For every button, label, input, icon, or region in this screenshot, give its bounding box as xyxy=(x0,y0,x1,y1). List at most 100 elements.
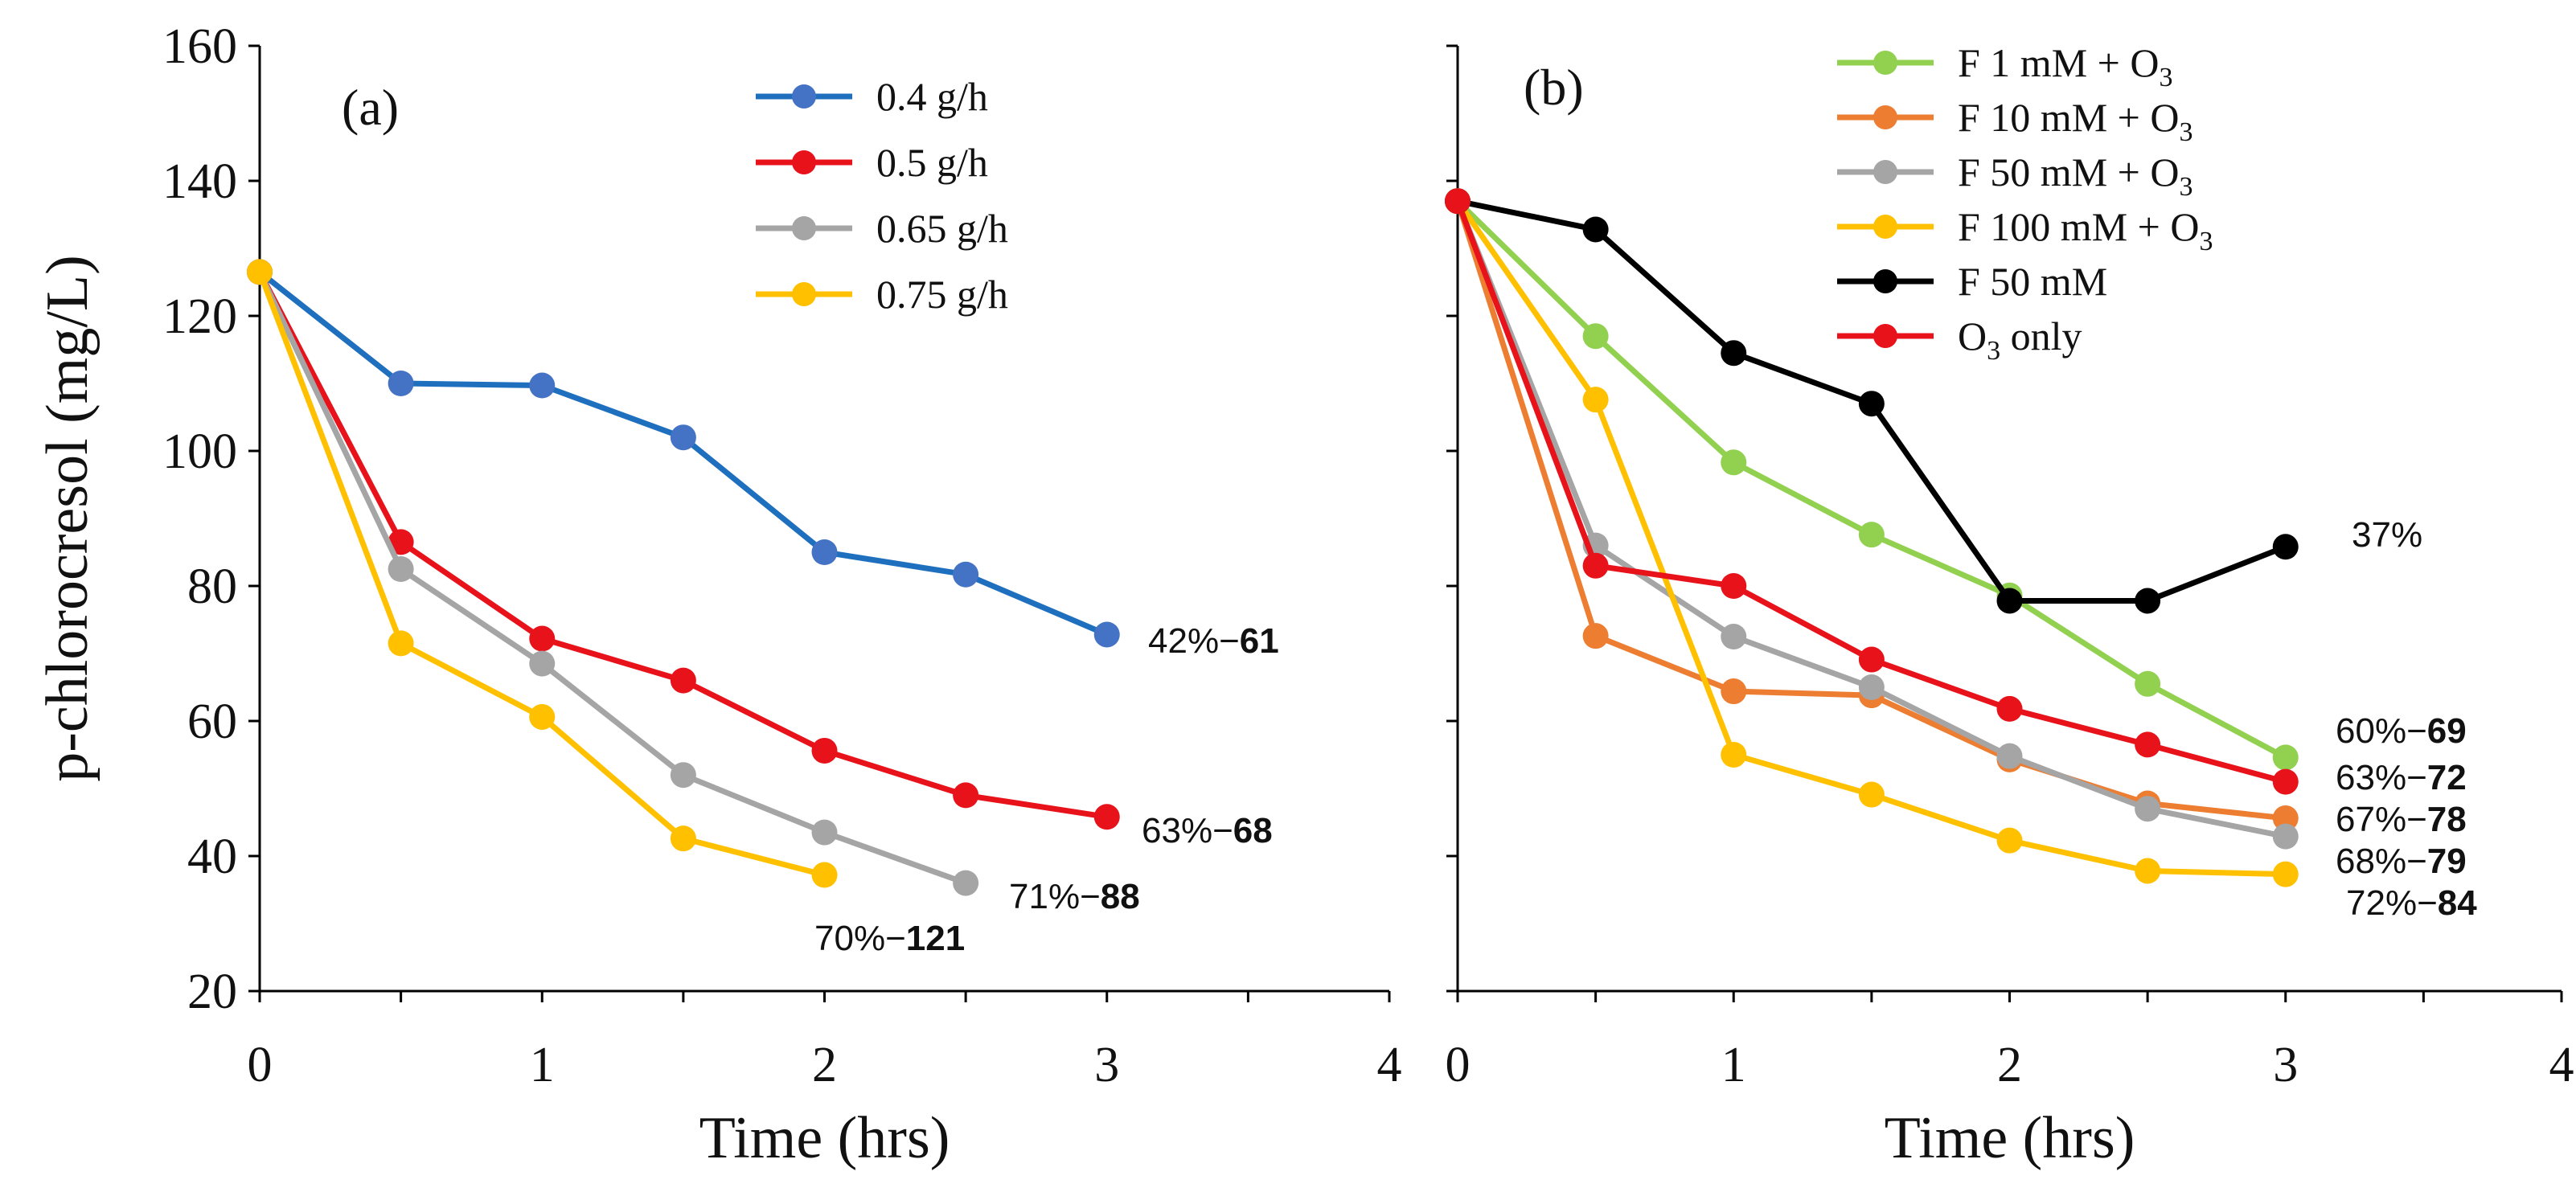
data-point xyxy=(247,259,273,285)
series-end-label: 68%−79 xyxy=(2336,842,2467,881)
end-label-percent: 72% xyxy=(2346,883,2417,923)
end-label-value: 121 xyxy=(906,919,965,958)
data-point xyxy=(2135,670,2161,697)
legend-swatch-marker xyxy=(1873,105,1897,129)
end-label-percent: 63% xyxy=(2336,758,2406,797)
end-label-percent: 70% xyxy=(814,919,885,958)
data-point xyxy=(529,372,556,399)
x-axis-title: Time (hrs) xyxy=(699,1105,950,1171)
data-point xyxy=(1996,588,2023,614)
data-point xyxy=(1721,678,1747,705)
legend-entry-name: F 50 mM xyxy=(1958,259,2107,304)
end-label-percent: 71% xyxy=(1009,877,1080,916)
data-point xyxy=(2272,534,2299,560)
series-end-label: 63%−72 xyxy=(2336,758,2467,797)
data-point xyxy=(2272,861,2299,887)
data-point xyxy=(1721,742,1747,768)
y-axis-title: p-chlorocresol (mg/L) xyxy=(35,255,100,782)
data-point xyxy=(670,424,696,451)
legend-entry-name: O xyxy=(1958,313,1987,358)
data-point xyxy=(953,782,979,809)
y-tick-label: 20 xyxy=(187,965,237,1019)
data-point xyxy=(811,737,838,764)
data-point xyxy=(811,539,838,565)
data-point xyxy=(811,862,838,888)
data-point xyxy=(2272,744,2299,771)
x-axis-title: Time (hrs) xyxy=(1885,1105,2135,1171)
data-point xyxy=(1996,743,2023,769)
series-end-label: 70%−121 xyxy=(814,919,965,958)
data-point xyxy=(1858,391,1885,417)
data-point xyxy=(1093,804,1120,830)
legend-entry-name: F 1 mM + O xyxy=(1958,40,2159,85)
end-label-percent: 37% xyxy=(2352,515,2422,555)
legend-entry: F 50 mM + O3 xyxy=(1958,150,2192,202)
legend-entry-name: F 50 mM + O xyxy=(1958,150,2179,195)
end-label-separator: − xyxy=(1219,621,1240,661)
data-point xyxy=(2272,823,2299,850)
series-o xyxy=(1445,188,2299,795)
series-f-50-mm xyxy=(1445,188,2299,614)
data-point xyxy=(388,630,414,657)
end-label-value: 79 xyxy=(2427,842,2467,881)
legend-swatch-marker xyxy=(1873,160,1897,184)
data-point xyxy=(2272,805,2299,831)
legend-entry: F 50 mM xyxy=(1958,259,2107,304)
legend-entry-subscript: 3 xyxy=(2179,172,2192,202)
data-point xyxy=(1582,623,1609,649)
legend-entry: 0.5 g/h xyxy=(876,140,988,185)
legend-entry: F 10 mM + O3 xyxy=(1958,95,2192,147)
legend-entry-subscript: 3 xyxy=(2159,63,2172,92)
series-0-5-g-h xyxy=(247,259,1120,830)
end-label-separator: − xyxy=(2406,711,2427,751)
data-point xyxy=(1582,323,1609,350)
legend-entry-subscript: 3 xyxy=(2199,227,2213,256)
chart-panel-a: 20 40 60 80 100 120 140 160 0 1 2 3 4 Time (hrs) p-chl… xyxy=(35,19,1402,1171)
legend-entry: 0.75 g/h xyxy=(876,272,1008,317)
legend-entry-name: F 100 mM + O xyxy=(1958,204,2199,249)
end-label-value: 61 xyxy=(1240,621,1279,661)
data-point xyxy=(953,870,979,896)
data-point xyxy=(1858,646,1885,673)
end-label-value: 69 xyxy=(2427,711,2467,751)
data-point xyxy=(670,825,696,852)
x-tick-label: 1 xyxy=(1721,1038,1746,1092)
data-point xyxy=(1721,340,1747,367)
y-tick-label: 120 xyxy=(162,289,237,344)
data-point xyxy=(2135,731,2161,758)
x-tick-label: 4 xyxy=(1377,1038,1402,1092)
y-tick-label: 40 xyxy=(187,830,237,884)
legend-entry: F 1 mM + O3 xyxy=(1958,40,2172,92)
data-point xyxy=(1858,674,1885,700)
end-label-value: 72 xyxy=(2427,758,2467,797)
legend-entry: O3 only xyxy=(1958,313,2082,366)
data-point xyxy=(529,625,556,652)
end-label-percent: 42% xyxy=(1148,621,1219,661)
y-tick-label: 160 xyxy=(162,19,237,74)
data-point xyxy=(388,371,414,396)
data-point xyxy=(1996,827,2023,854)
data-point xyxy=(1996,695,2023,722)
x-tick-label: 1 xyxy=(530,1038,555,1092)
legend-entry: 0.65 g/h xyxy=(876,206,1008,251)
legend-swatch-marker xyxy=(1873,215,1897,239)
series-line xyxy=(1454,199,2287,840)
series-end-label: 71%−88 xyxy=(1009,877,1140,916)
data-point xyxy=(1858,522,1885,548)
end-label-value: 88 xyxy=(1101,877,1140,916)
series-end-label: 60%−69 xyxy=(2336,711,2467,751)
data-point xyxy=(670,762,696,789)
data-point xyxy=(1721,449,1747,476)
data-point xyxy=(529,703,556,730)
data-point xyxy=(1582,387,1609,413)
end-label-separator: − xyxy=(2406,758,2427,797)
series-end-label: 42%−61 xyxy=(1148,621,1279,661)
legend-entry-subscript: 3 xyxy=(1987,336,2000,366)
y-tick-label: 100 xyxy=(162,424,237,479)
panel-label: (b) xyxy=(1524,59,1584,116)
legend-swatch-marker xyxy=(792,282,816,306)
series-line xyxy=(256,270,967,886)
series-end-label: 72%−84 xyxy=(2346,883,2477,923)
